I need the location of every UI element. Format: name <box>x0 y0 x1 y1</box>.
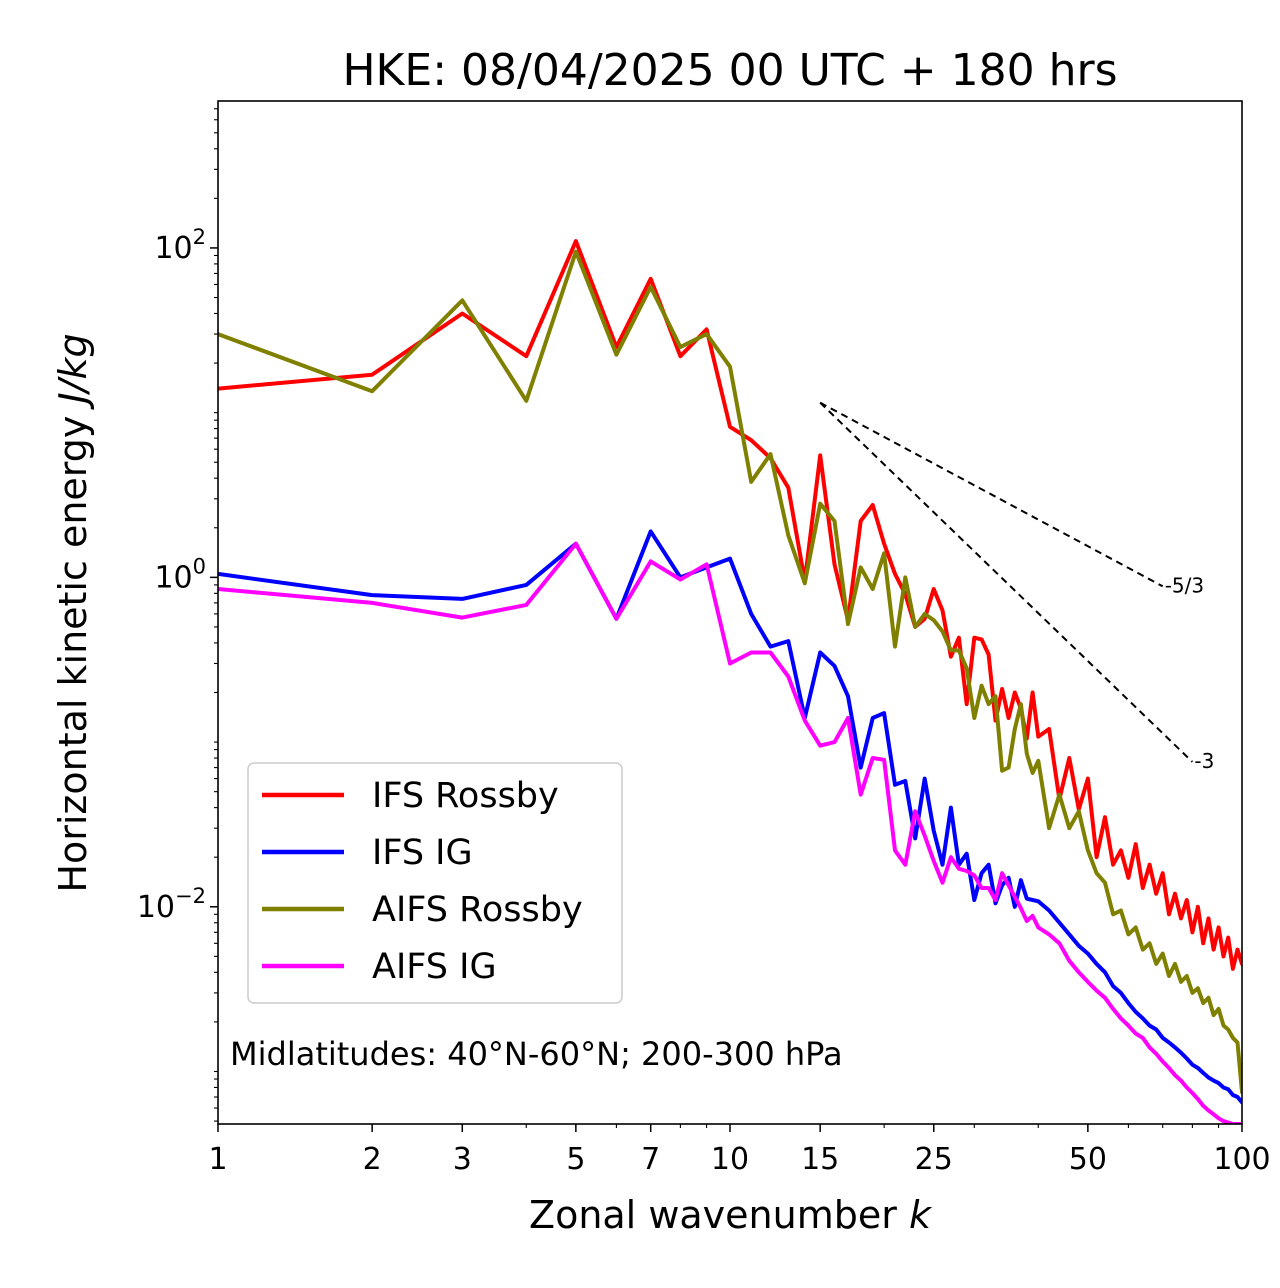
region-annotation: Midlatitudes: 40°N-60°N; 200-300 hPa <box>230 1035 843 1073</box>
reference-line-1 <box>819 401 1194 763</box>
reference-line-0 <box>819 401 1164 588</box>
x-tick-label: 1 <box>208 1142 227 1177</box>
legend: IFS Rossby IFS IG AIFS Rossby AIFS IG <box>247 762 623 1004</box>
x-tick-label: 100 <box>1213 1142 1270 1177</box>
x-tick-label: 15 <box>801 1142 839 1177</box>
x-tick-label: 5 <box>566 1142 585 1177</box>
x-axis-ticks: 1 2 3 5 7 10 15 25 50 100 <box>208 1124 1271 1177</box>
x-tick-label: 10 <box>711 1142 749 1177</box>
legend-label: AIFS IG <box>372 947 497 987</box>
y-axis-label: Horizontal kinetic energy J/kg <box>51 333 95 892</box>
x-tick-label: 7 <box>641 1142 660 1177</box>
reference-slope-lines <box>819 401 1194 763</box>
series-line-aifs-rossby <box>218 249 1242 1095</box>
y-tick-label: 100 <box>154 554 206 595</box>
y-axis-ticks: 102 100 10−2 <box>137 108 218 1122</box>
legend-box <box>247 762 623 1004</box>
legend-label: IFS Rossby <box>372 776 559 816</box>
x-axis-label: Zonal wavenumber k <box>529 1193 933 1237</box>
x-tick-label: 2 <box>363 1142 382 1177</box>
ref-label-minus-3: -3 <box>1194 749 1214 773</box>
reference-slope-labels: -5/3 -3 <box>1165 573 1215 773</box>
x-tick-label: 3 <box>453 1142 472 1177</box>
y-tick-label: 10−2 <box>137 884 206 925</box>
series-line-ifs-rossby <box>218 239 1242 971</box>
chart-title: HKE: 08/04/2025 00 UTC + 180 hrs <box>342 45 1117 96</box>
x-tick-label: 25 <box>915 1142 953 1177</box>
x-tick-label: 50 <box>1069 1142 1107 1177</box>
legend-label: AIFS Rossby <box>372 890 583 930</box>
legend-label: IFS IG <box>372 833 473 873</box>
series-line-aifs-ig <box>218 541 1242 1124</box>
ref-label-minus-5-3: -5/3 <box>1165 573 1204 597</box>
series-layer <box>218 239 1242 1124</box>
y-tick-label: 102 <box>154 225 206 266</box>
